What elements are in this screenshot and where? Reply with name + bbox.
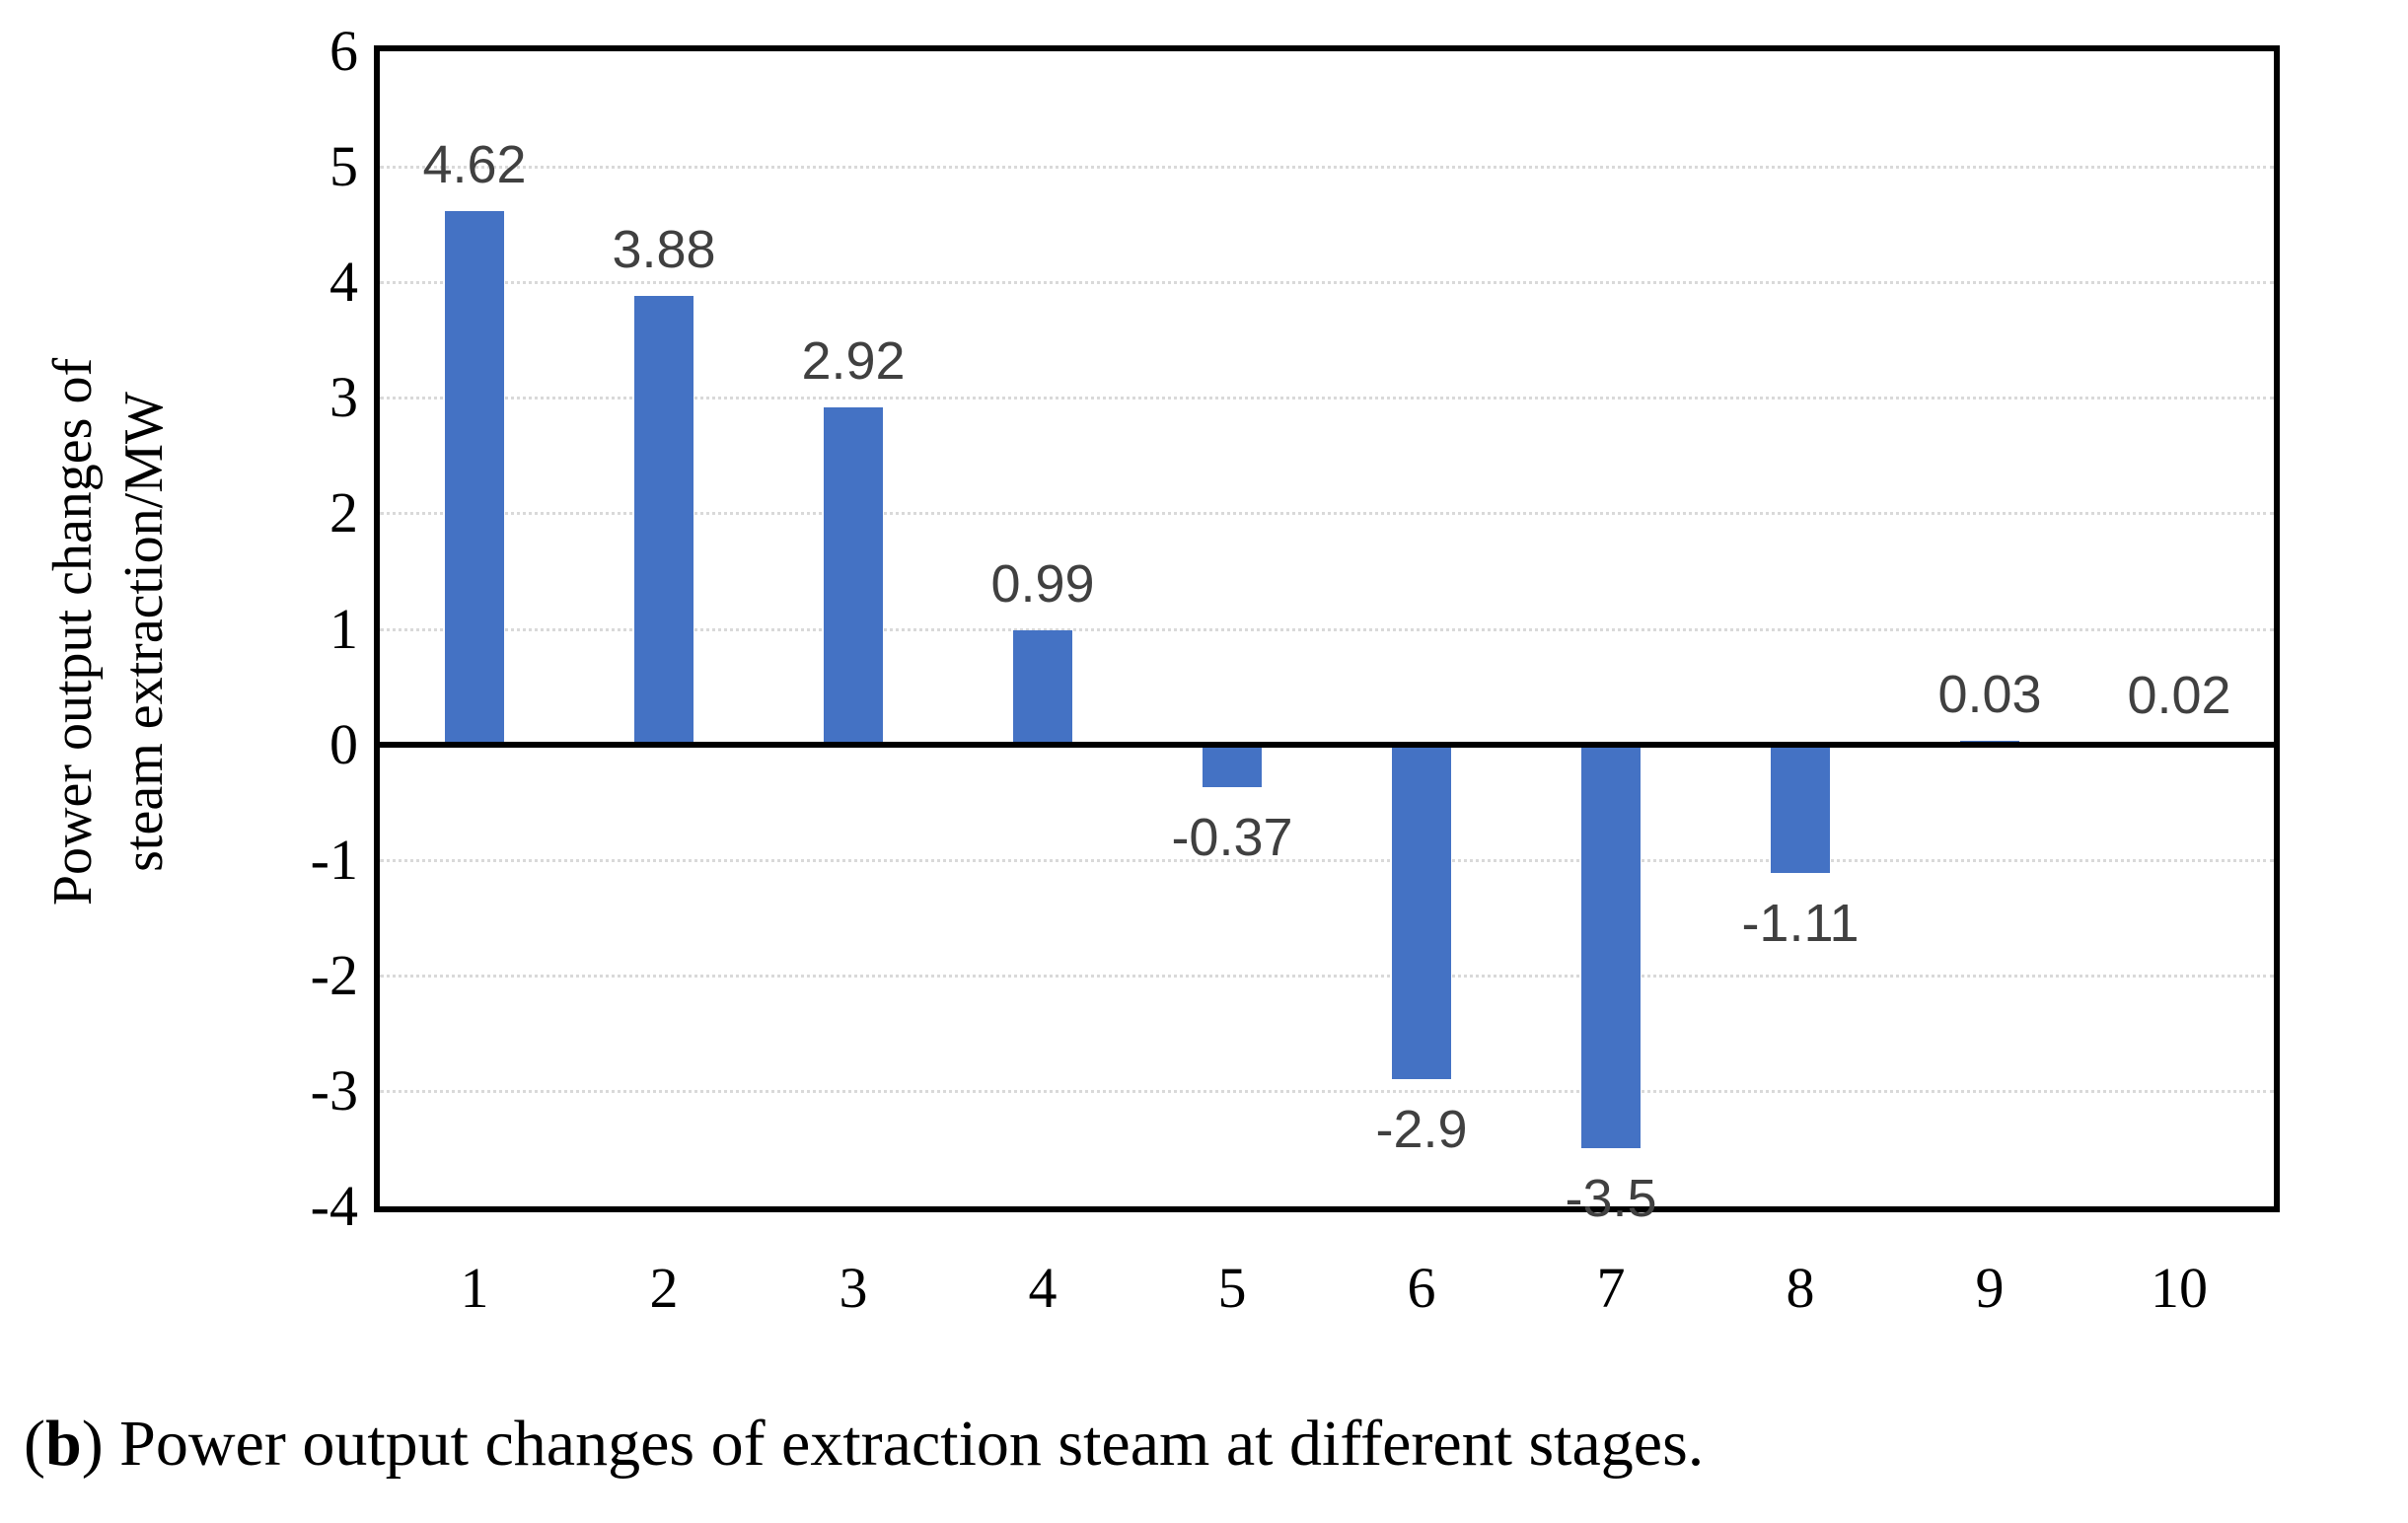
bar-stage-7 (1581, 744, 1641, 1149)
value-label-stage-5: -0.37 (1171, 807, 1293, 867)
x-tick-6: 6 (1407, 1256, 1436, 1320)
value-label-stage-7: -3.5 (1565, 1169, 1657, 1229)
gridline-y2 (380, 512, 2274, 516)
x-tick-7: 7 (1596, 1256, 1626, 1320)
bar-stage-6 (1392, 744, 1451, 1080)
caption-paren-open: ( (24, 1408, 45, 1480)
value-label-stage-9: 0.03 (1937, 665, 2042, 725)
value-label-stage-1: 4.62 (422, 134, 527, 194)
bar-stage-4 (1013, 629, 1072, 745)
y-tick-0: 0 (329, 711, 358, 776)
gridline-y4 (380, 281, 2274, 285)
y-tick--1: -1 (310, 827, 358, 892)
y-tick-3: 3 (329, 365, 358, 430)
x-tick-3: 3 (839, 1256, 868, 1320)
caption-text: ) Power output changes of extraction ste… (81, 1408, 1705, 1480)
gridline-y-2 (380, 974, 2274, 978)
y-tick-1: 1 (329, 596, 358, 661)
x-tick-9: 9 (1975, 1256, 2005, 1320)
bar-stage-3 (824, 406, 883, 745)
bar-stage-5 (1203, 744, 1262, 787)
bar-stage-1 (445, 210, 504, 745)
y-axis-title-line1: Power output changes of (42, 357, 104, 907)
gridline-y1 (380, 627, 2274, 631)
y-tick-5: 5 (329, 134, 358, 199)
bar-stage-8 (1771, 744, 1830, 873)
x-tick-1: 1 (460, 1256, 489, 1320)
y-axis-title: Power output changes of steam extraction… (37, 54, 210, 1209)
value-label-stage-2: 3.88 (612, 220, 716, 280)
x-tick-8: 8 (1786, 1256, 1815, 1320)
x-tick-2: 2 (649, 1256, 679, 1320)
y-tick--2: -2 (310, 942, 358, 1007)
value-label-stage-10: 0.02 (2127, 666, 2231, 726)
gridline-y5 (380, 166, 2274, 170)
x-tick-4: 4 (1028, 1256, 1058, 1320)
x-tick-10: 10 (2151, 1256, 2208, 1320)
y-tick-2: 2 (329, 480, 358, 545)
value-label-stage-8: -1.11 (1741, 893, 1860, 953)
value-label-stage-3: 2.92 (801, 330, 906, 391)
y-axis-title-line2: steam extraction/MW (113, 392, 175, 872)
y-tick--4: -4 (310, 1174, 358, 1238)
gridline-y-3 (380, 1089, 2274, 1093)
value-label-stage-6: -2.9 (1375, 1100, 1468, 1160)
x-tick-5: 5 (1217, 1256, 1247, 1320)
plot-area: 4.62 3.88 2.92 0.99 -0.37 -2.9 -3.5 -1.11 0.03 0.… (374, 45, 2280, 1227)
y-tick-4: 4 (329, 250, 358, 315)
figure-caption: (b) Power output changes of extraction s… (24, 1405, 2391, 1484)
value-label-stage-4: 0.99 (990, 553, 1095, 614)
gridline-y-1 (380, 858, 2274, 862)
y-tick-6: 6 (329, 19, 358, 83)
bar-stage-2 (634, 296, 693, 745)
zero-axis-line (380, 741, 2274, 748)
gridline-y3 (380, 397, 2274, 400)
y-tick--3: -3 (310, 1057, 358, 1123)
caption-bold-letter: b (44, 1408, 82, 1480)
